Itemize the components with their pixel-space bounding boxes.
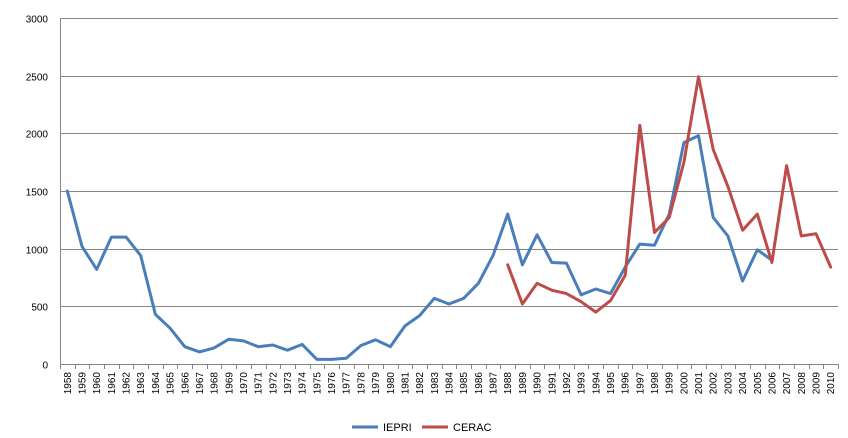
x-tick-label: 1973 xyxy=(283,372,294,395)
x-tick-label: 2008 xyxy=(797,372,808,395)
x-tick-label: 1997 xyxy=(635,372,646,395)
x-tick-label: 2007 xyxy=(782,372,793,395)
x-tick-label: 1989 xyxy=(518,372,529,395)
series-lines xyxy=(65,75,833,361)
y-tick-label: 1000 xyxy=(26,246,49,257)
x-tick-label: 1982 xyxy=(415,372,426,395)
x-tick-label: 1959 xyxy=(78,372,89,395)
y-axis: 0 500 1000 1500 2000 2500 3000 xyxy=(26,15,61,372)
x-tick-label: 1983 xyxy=(430,372,441,395)
x-tick-label: 1977 xyxy=(342,372,353,395)
x-tick-label: 1967 xyxy=(195,372,206,395)
x-tick-label: 2009 xyxy=(811,372,822,395)
series-line-iepri xyxy=(65,134,774,361)
x-tick-label: 1995 xyxy=(606,372,617,395)
x-tick-label: 1966 xyxy=(180,372,191,395)
x-tick-label: 1965 xyxy=(166,372,177,395)
x-tick-label: 1984 xyxy=(445,372,456,395)
x-tick-label: 1991 xyxy=(547,372,558,395)
x-tick-label: 1998 xyxy=(650,372,661,395)
x-tick-label: 1968 xyxy=(210,372,221,395)
x-tick-label: 1963 xyxy=(136,372,147,395)
x-tick-label: 1970 xyxy=(239,372,250,395)
x-tick-label: 1981 xyxy=(400,372,411,395)
y-tick-label: 0 xyxy=(42,361,48,372)
y-tick-label: 1500 xyxy=(26,188,49,199)
x-tick-label: 1988 xyxy=(503,372,514,395)
x-tick-label: 2005 xyxy=(753,372,764,395)
x-tick-label: 1960 xyxy=(92,372,103,395)
x-tick-label: 1999 xyxy=(665,372,676,395)
x-tick-label: 1986 xyxy=(474,372,485,395)
x-tick-label: 2000 xyxy=(679,372,690,395)
x-tick-label: 1972 xyxy=(268,372,279,395)
x-tick-label: 1978 xyxy=(356,372,367,395)
y-tick-label: 2500 xyxy=(26,73,49,84)
x-tick-label: 1992 xyxy=(562,372,573,395)
x-tick-label: 2010 xyxy=(826,372,837,395)
y-tick-label: 2000 xyxy=(26,130,49,141)
x-tick-label: 1958 xyxy=(63,372,74,395)
x-tick-label: 1993 xyxy=(577,372,588,395)
x-tick-label: 1974 xyxy=(298,372,309,395)
x-axis: 1958 1959 1960 1961 1962 1963 1964 1965 1966 1967… xyxy=(60,364,839,394)
x-tick-label: 1975 xyxy=(312,372,323,395)
y-tick-label: 500 xyxy=(31,303,48,314)
x-tick-label: 1969 xyxy=(224,372,235,395)
gridlines xyxy=(60,18,838,307)
x-tick-label: 1971 xyxy=(254,372,265,395)
legend-label-iepri: IEPRI xyxy=(383,422,412,434)
series-line-cerac xyxy=(506,75,833,314)
x-tick-label: 1964 xyxy=(151,372,162,395)
x-tick-label: 2003 xyxy=(723,372,734,395)
x-tick-label: 1985 xyxy=(459,372,470,395)
x-tick-label: 1994 xyxy=(591,372,602,395)
x-tick-label: 1961 xyxy=(107,372,118,395)
x-tick-label: 1979 xyxy=(371,372,382,395)
legend-label-cerac: CERAC xyxy=(453,422,492,434)
x-tick-label: 2002 xyxy=(709,372,720,395)
x-tick-label: 1976 xyxy=(327,372,338,395)
x-tick-label: 1962 xyxy=(122,372,133,395)
y-tick-label: 3000 xyxy=(26,15,49,26)
x-tick-label: 2004 xyxy=(738,372,749,395)
x-tick-label: 2006 xyxy=(767,372,778,395)
x-tick-label: 1980 xyxy=(386,372,397,395)
x-tick-label: 1996 xyxy=(621,372,632,395)
x-tick-label: 2001 xyxy=(694,372,705,395)
x-tick-label: 1987 xyxy=(489,372,500,395)
x-tick-label: 1990 xyxy=(533,372,544,395)
legend: IEPRI CERAC xyxy=(352,422,492,434)
